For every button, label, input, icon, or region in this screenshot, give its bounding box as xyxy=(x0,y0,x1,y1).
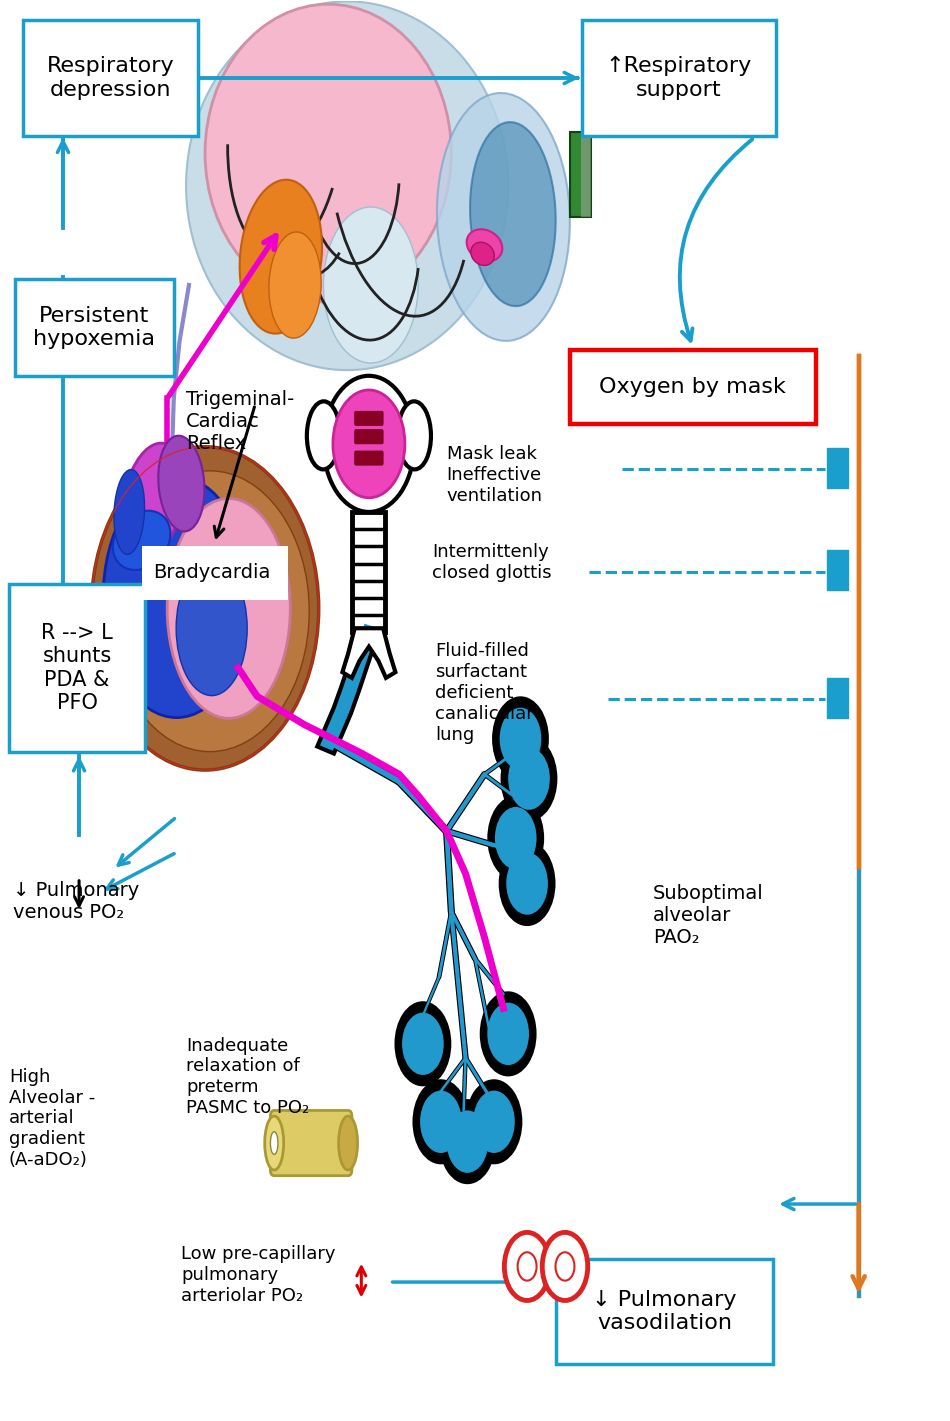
FancyBboxPatch shape xyxy=(354,411,383,425)
Ellipse shape xyxy=(176,561,247,696)
Text: Inadequate
relaxation of
preterm
PASMC to PO₂: Inadequate relaxation of preterm PASMC t… xyxy=(186,1037,310,1117)
Circle shape xyxy=(556,1252,575,1280)
Text: Bradycardia: Bradycardia xyxy=(153,564,271,583)
Circle shape xyxy=(439,1098,496,1184)
FancyBboxPatch shape xyxy=(271,1110,352,1175)
Circle shape xyxy=(499,841,556,926)
Text: Mask leak
Ineffective
ventilation: Mask leak Ineffective ventilation xyxy=(446,445,542,504)
Circle shape xyxy=(492,696,549,782)
Text: R --> L
shunts
PDA &
PFO: R --> L shunts PDA & PFO xyxy=(41,624,113,713)
Circle shape xyxy=(473,1090,515,1152)
Text: Oxygen by mask: Oxygen by mask xyxy=(599,377,787,396)
Ellipse shape xyxy=(123,443,183,558)
Text: Persistent
hypoxemia: Persistent hypoxemia xyxy=(33,306,155,350)
Circle shape xyxy=(542,1232,588,1300)
Ellipse shape xyxy=(186,1,508,369)
FancyBboxPatch shape xyxy=(581,132,591,217)
FancyBboxPatch shape xyxy=(581,20,776,136)
Circle shape xyxy=(412,1079,469,1164)
Text: ↓ Pulmonary
vasodilation: ↓ Pulmonary vasodilation xyxy=(592,1290,736,1333)
Ellipse shape xyxy=(307,401,340,469)
FancyBboxPatch shape xyxy=(14,280,174,375)
Ellipse shape xyxy=(470,122,556,306)
Ellipse shape xyxy=(271,1131,278,1154)
Circle shape xyxy=(487,796,544,881)
Ellipse shape xyxy=(110,470,310,752)
Circle shape xyxy=(506,853,548,915)
Text: High
Alveolar -
arterial
gradient
(A-aDO₂): High Alveolar - arterial gradient (A-aDO… xyxy=(9,1069,95,1169)
Circle shape xyxy=(508,747,550,810)
FancyBboxPatch shape xyxy=(827,448,848,487)
FancyBboxPatch shape xyxy=(352,512,386,632)
Text: Low pre-capillary
pulmonary
arteriolar PO₂: Low pre-capillary pulmonary arteriolar P… xyxy=(181,1245,336,1304)
Ellipse shape xyxy=(338,1115,357,1169)
FancyBboxPatch shape xyxy=(556,1259,773,1364)
Ellipse shape xyxy=(167,499,291,718)
Circle shape xyxy=(323,375,414,512)
Ellipse shape xyxy=(91,446,318,770)
Circle shape xyxy=(501,736,558,821)
Circle shape xyxy=(500,708,542,770)
Circle shape xyxy=(480,992,537,1076)
FancyBboxPatch shape xyxy=(354,450,383,465)
Ellipse shape xyxy=(159,436,204,531)
FancyBboxPatch shape xyxy=(142,546,289,600)
Circle shape xyxy=(420,1090,462,1152)
Text: ↑Respiratory
support: ↑Respiratory support xyxy=(605,57,751,99)
Ellipse shape xyxy=(471,242,494,266)
Text: Respiratory
depression: Respiratory depression xyxy=(47,57,174,99)
Text: Intermittenly
closed glottis: Intermittenly closed glottis xyxy=(432,543,552,583)
Ellipse shape xyxy=(239,179,322,334)
FancyBboxPatch shape xyxy=(570,350,816,423)
Circle shape xyxy=(518,1252,537,1280)
FancyBboxPatch shape xyxy=(827,678,848,718)
Text: Fluid-filled
surfactant
deficient
canalicular
lung: Fluid-filled surfactant deficient canali… xyxy=(435,642,534,743)
Ellipse shape xyxy=(104,476,250,718)
Ellipse shape xyxy=(265,1115,284,1169)
Circle shape xyxy=(446,1110,488,1172)
Ellipse shape xyxy=(205,4,451,303)
Circle shape xyxy=(487,1003,529,1066)
Ellipse shape xyxy=(437,92,570,341)
Circle shape xyxy=(332,389,405,497)
Polygon shape xyxy=(342,628,395,678)
FancyBboxPatch shape xyxy=(354,429,383,443)
Circle shape xyxy=(402,1013,444,1074)
Ellipse shape xyxy=(114,469,144,554)
Text: Suboptimal
alveolar
PAO₂: Suboptimal alveolar PAO₂ xyxy=(653,884,764,946)
FancyBboxPatch shape xyxy=(570,132,591,217)
FancyBboxPatch shape xyxy=(827,550,848,590)
Ellipse shape xyxy=(113,510,170,570)
Text: Trigeminal-
Cardiac
Reflex: Trigeminal- Cardiac Reflex xyxy=(186,389,294,453)
Ellipse shape xyxy=(398,401,431,469)
Ellipse shape xyxy=(323,207,418,362)
FancyBboxPatch shape xyxy=(10,584,145,752)
Circle shape xyxy=(466,1079,522,1164)
Ellipse shape xyxy=(466,229,503,261)
Ellipse shape xyxy=(269,232,321,338)
Circle shape xyxy=(394,1002,451,1086)
Circle shape xyxy=(495,807,537,870)
FancyBboxPatch shape xyxy=(23,20,198,136)
Circle shape xyxy=(504,1232,550,1300)
Text: ↓ Pulmonary
venous PO₂: ↓ Pulmonary venous PO₂ xyxy=(12,881,139,922)
